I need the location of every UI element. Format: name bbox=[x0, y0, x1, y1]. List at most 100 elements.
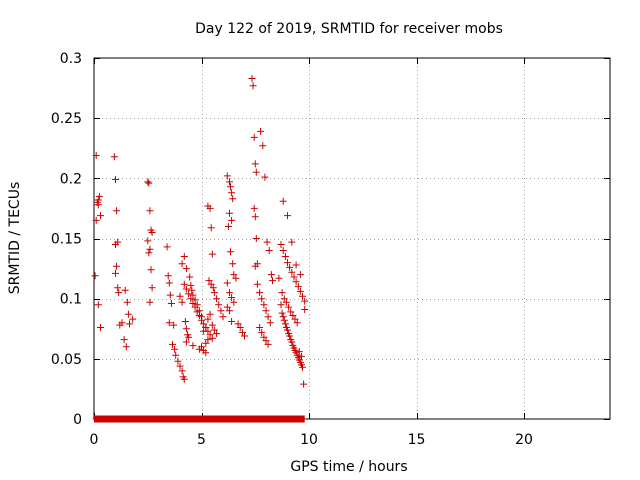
data-point bbox=[120, 336, 128, 344]
data-point bbox=[295, 348, 303, 356]
data-point bbox=[191, 296, 199, 304]
data-point bbox=[210, 326, 218, 334]
data-point bbox=[292, 278, 300, 286]
data-point bbox=[118, 319, 126, 327]
data-point bbox=[281, 253, 289, 260]
y-tick-label: 0.2 bbox=[60, 171, 82, 187]
data-point bbox=[289, 312, 297, 319]
data-point bbox=[113, 207, 121, 215]
data-point bbox=[206, 331, 214, 339]
data-point bbox=[229, 260, 237, 268]
data-point bbox=[145, 179, 153, 187]
y-tick-label: 0 bbox=[73, 412, 82, 428]
data-point bbox=[123, 298, 131, 306]
data-point bbox=[299, 292, 306, 300]
data-point bbox=[178, 298, 186, 306]
data-point bbox=[112, 176, 119, 183]
data-point bbox=[206, 310, 214, 318]
data-point bbox=[182, 325, 190, 333]
data-point bbox=[180, 280, 188, 288]
data-point bbox=[188, 286, 196, 294]
data-point bbox=[170, 321, 178, 329]
data-point bbox=[277, 301, 285, 309]
data-point bbox=[291, 315, 299, 323]
data-point bbox=[287, 308, 295, 316]
data-point bbox=[208, 321, 216, 329]
data-point bbox=[171, 345, 179, 353]
data-point bbox=[250, 133, 258, 141]
data-point bbox=[262, 337, 270, 345]
data-point bbox=[284, 326, 291, 334]
data-point bbox=[189, 291, 197, 299]
data-point bbox=[193, 308, 201, 316]
data-point bbox=[124, 310, 132, 318]
data-point bbox=[238, 328, 246, 336]
grid bbox=[94, 58, 610, 419]
data-point bbox=[187, 295, 195, 303]
data-point bbox=[210, 289, 218, 297]
data-point bbox=[129, 315, 137, 323]
data-point bbox=[113, 262, 121, 270]
data-point bbox=[299, 363, 306, 371]
data-point bbox=[227, 183, 234, 191]
data-point bbox=[241, 332, 248, 340]
data-point bbox=[147, 266, 155, 274]
data-point bbox=[207, 224, 215, 232]
data-point bbox=[189, 300, 197, 307]
data-point bbox=[165, 279, 173, 287]
data-point bbox=[236, 324, 244, 331]
data-point bbox=[92, 216, 100, 224]
data-point bbox=[92, 152, 100, 159]
data-point bbox=[290, 273, 298, 281]
data-point bbox=[284, 259, 291, 267]
y-axis-label: SRMTID / TECUs bbox=[7, 182, 23, 295]
data-point bbox=[112, 241, 119, 248]
data-point bbox=[249, 82, 257, 90]
data-point bbox=[278, 309, 286, 317]
data-point bbox=[301, 306, 309, 313]
data-point bbox=[163, 243, 171, 251]
data-point bbox=[223, 172, 231, 180]
data-point bbox=[250, 204, 258, 212]
data-point bbox=[186, 273, 194, 281]
data-point bbox=[226, 178, 233, 186]
data-point bbox=[234, 320, 242, 328]
data-point bbox=[260, 333, 268, 341]
y-tick-label: 0.3 bbox=[60, 51, 82, 67]
y-tick-label: 0.15 bbox=[51, 232, 82, 248]
data-point bbox=[228, 216, 236, 224]
data-point bbox=[298, 352, 305, 360]
data-point bbox=[296, 287, 304, 295]
data-point bbox=[267, 271, 275, 279]
data-point bbox=[200, 346, 208, 354]
y-tick-label: 0.25 bbox=[51, 111, 82, 127]
data-point bbox=[180, 375, 188, 383]
data-point bbox=[174, 357, 182, 365]
data-point bbox=[226, 209, 233, 217]
data-point bbox=[180, 253, 188, 260]
data-point bbox=[258, 295, 266, 303]
data-point bbox=[208, 334, 216, 342]
data-point bbox=[252, 235, 260, 242]
data-point bbox=[279, 247, 287, 254]
data-point bbox=[230, 298, 238, 306]
data-point bbox=[301, 297, 309, 305]
x-tick-label: 10 bbox=[300, 432, 318, 448]
data-point bbox=[215, 301, 223, 309]
data-point bbox=[292, 261, 300, 269]
data-point bbox=[279, 313, 287, 321]
data-point bbox=[285, 303, 293, 311]
data-point bbox=[206, 204, 214, 212]
x-tick-label: 5 bbox=[197, 432, 206, 448]
data-point bbox=[181, 318, 189, 325]
data-point bbox=[97, 324, 104, 331]
chart-title: Day 122 of 2019, SRMTID for receiver mob… bbox=[195, 21, 503, 37]
data-point bbox=[264, 313, 272, 321]
y-tick-label: 0.05 bbox=[51, 352, 82, 368]
data-point bbox=[252, 168, 260, 176]
data-point bbox=[251, 160, 259, 168]
data-point bbox=[146, 245, 154, 253]
data-point bbox=[280, 316, 288, 324]
data-point bbox=[264, 340, 272, 348]
data-point bbox=[284, 212, 291, 220]
